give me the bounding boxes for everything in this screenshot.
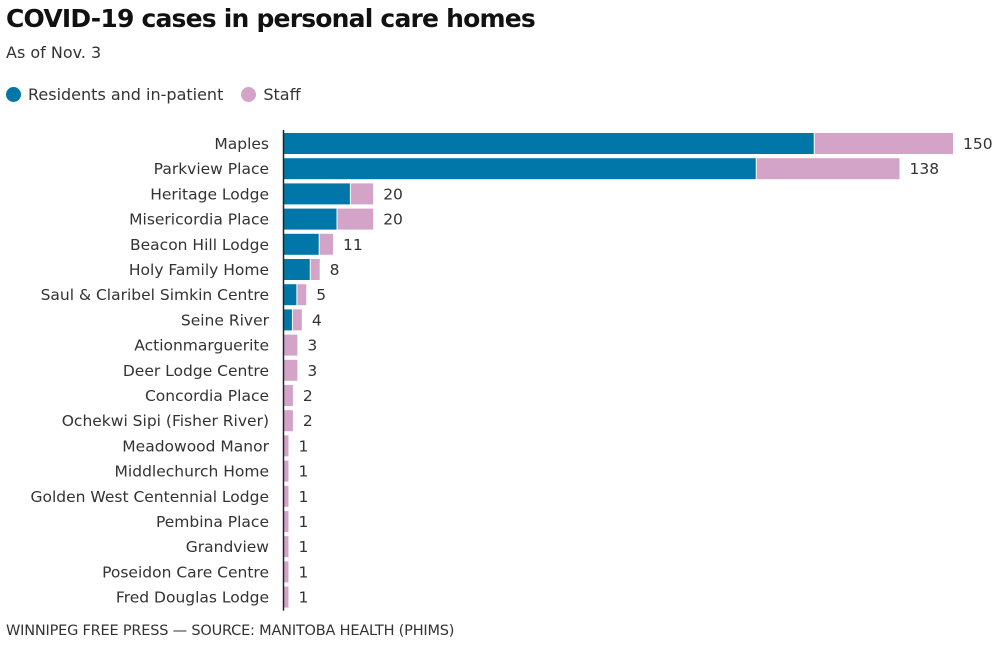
bar-row: Beacon Hill Lodge 11 [130, 233, 363, 255]
bar-row: Holy Family Home 8 [129, 259, 340, 280]
chart-title: COVID-19 cases in personal care homes [6, 4, 536, 33]
category-label: Poseidon Care Centre [102, 563, 269, 581]
bar-row: Misericordia Place 20 [129, 208, 403, 230]
value-label: 20 [383, 185, 403, 203]
bar-row: Concordia Place 2 [145, 385, 313, 406]
category-label: Fred Douglas Lodge [116, 589, 269, 607]
category-label: Middlechurch Home [115, 463, 269, 481]
bar-row: Pembina Place 1 [156, 511, 308, 532]
bar-residents [284, 183, 350, 205]
bar-row: Fred Douglas Lodge 1 [116, 586, 308, 608]
bar-staff [284, 511, 289, 532]
bar-residents [284, 133, 814, 154]
bar-residents [284, 309, 292, 331]
value-label: 1 [298, 538, 308, 556]
category-label: Meadowood Manor [122, 437, 269, 455]
bar-row: Actionmarguerite 3 [134, 334, 317, 356]
bar-row: Seine River 4 [181, 309, 322, 331]
value-label: 3 [307, 362, 317, 380]
legend-item-residents: Residents and in-patient [6, 85, 223, 104]
bar-row: Heritage Lodge 20 [150, 183, 403, 205]
legend-dot-staff-icon [241, 87, 257, 102]
category-label: Deer Lodge Centre [123, 362, 269, 380]
value-label: 1 [298, 463, 308, 481]
value-label: 8 [330, 261, 340, 279]
value-label: 2 [303, 412, 313, 430]
category-label: Saul & Claribel Simkin Centre [41, 286, 269, 304]
bar-residents [284, 208, 337, 230]
bar-staff [284, 485, 289, 507]
bar-staff [284, 586, 289, 608]
bar-staff [297, 284, 307, 306]
bar-row: Golden West Centennial Lodge 1 [30, 485, 308, 507]
bar-staff [756, 158, 900, 180]
category-label: Ochekwi Sipi (Fisher River) [62, 412, 269, 430]
category-label: Heritage Lodge [150, 185, 269, 203]
bar-row: Grandview 1 [186, 536, 308, 558]
bar-row: Deer Lodge Centre 3 [123, 359, 317, 381]
bar-staff [319, 233, 334, 255]
bar-residents [284, 158, 756, 180]
value-label: 138 [909, 160, 939, 178]
category-label: Pembina Place [156, 513, 269, 531]
category-label: Maples [214, 135, 269, 153]
bar-residents [284, 259, 310, 280]
bar-staff [284, 460, 289, 482]
value-label: 3 [307, 337, 317, 355]
bar-staff [284, 536, 289, 558]
bar-staff [284, 561, 289, 583]
bar-residents [284, 284, 297, 306]
category-label: Grandview [186, 538, 270, 556]
category-label: Golden West Centennial Lodge [30, 488, 269, 506]
bar-row: Saul & Claribel Simkin Centre 5 [41, 284, 326, 306]
value-label: 2 [303, 387, 313, 405]
bar-staff [284, 385, 293, 406]
bar-staff [350, 183, 374, 205]
bar-row: Maples 150 [214, 133, 993, 154]
category-label: Beacon Hill Lodge [130, 236, 269, 254]
bar-staff [337, 208, 374, 230]
legend-dot-residents-icon [6, 87, 21, 102]
category-label: Holy Family Home [129, 261, 269, 279]
bar-row: Middlechurch Home 1 [115, 460, 308, 482]
bar-staff [310, 259, 320, 280]
bar-row: Parkview Place 138 [154, 158, 939, 180]
bar-row: Poseidon Care Centre 1 [102, 561, 308, 583]
bar-row: Meadowood Manor 1 [122, 435, 308, 457]
value-label: 1 [298, 589, 308, 607]
legend-label-residents: Residents and in-patient [28, 85, 224, 104]
legend: Residents and in-patient Staff [6, 85, 319, 104]
value-label: 1 [298, 488, 308, 506]
bar-staff [284, 334, 298, 356]
category-label: Actionmarguerite [134, 337, 269, 355]
value-label: 20 [383, 211, 403, 229]
bar-staff [284, 359, 298, 381]
value-label: 5 [316, 286, 326, 304]
bar-staff [284, 435, 289, 457]
value-label: 1 [298, 437, 308, 455]
value-label: 11 [343, 236, 363, 254]
value-label: 150 [963, 135, 993, 153]
value-label: 4 [312, 311, 322, 329]
bar-residents [284, 233, 319, 255]
bar-row: Ochekwi Sipi (Fisher River) 2 [62, 410, 313, 432]
legend-item-staff: Staff [241, 85, 301, 104]
bar-staff [292, 309, 302, 331]
category-label: Parkview Place [154, 160, 269, 178]
source-credit: WINNIPEG FREE PRESS — SOURCE: MANITOBA H… [6, 623, 455, 639]
value-label: 1 [298, 563, 308, 581]
category-label: Misericordia Place [129, 211, 269, 229]
category-label: Concordia Place [145, 387, 269, 405]
legend-label-staff: Staff [263, 85, 301, 104]
value-label: 1 [298, 513, 308, 531]
bar-staff [814, 133, 953, 154]
category-label: Seine River [181, 311, 270, 329]
bar-staff [284, 410, 293, 432]
chart-subtitle: As of Nov. 3 [6, 43, 102, 62]
